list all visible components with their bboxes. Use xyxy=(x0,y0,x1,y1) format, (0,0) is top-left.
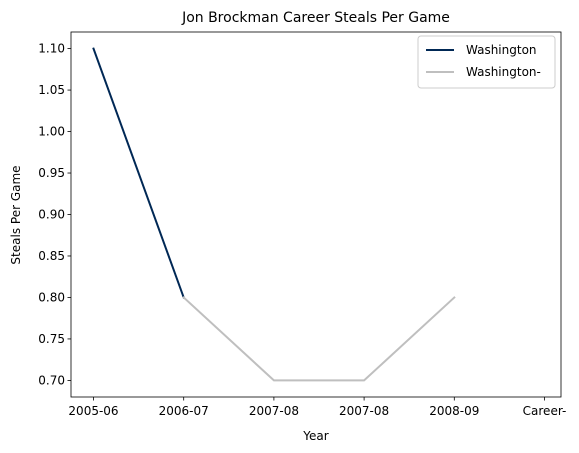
series-line-2 xyxy=(182,296,456,382)
series-line-1 xyxy=(92,47,185,299)
y-tick-label: 0.85 xyxy=(38,249,65,263)
y-tick-label: 1.10 xyxy=(38,42,65,56)
legend-label-2: Washington- xyxy=(466,65,541,79)
x-tick-label: 2008-09 xyxy=(429,404,479,418)
y-tick-label: 0.90 xyxy=(38,208,65,222)
x-tick-label: 2005-06 xyxy=(68,404,118,418)
legend: Washington Washington- xyxy=(417,35,556,89)
y-tick-label: 0.80 xyxy=(38,290,65,304)
x-axis-title: Year xyxy=(302,429,328,443)
y-tick-label: 1.00 xyxy=(38,125,65,139)
y-tick-label: 0.95 xyxy=(38,166,65,180)
x-tick-label: 2006-07 xyxy=(159,404,209,418)
chart-title: Jon Brockman Career Steals Per Game xyxy=(181,10,450,26)
y-tick-label: 0.70 xyxy=(38,373,65,387)
x-tick-label: 2007-08 xyxy=(249,404,299,418)
x-tick-label: 2007-08 xyxy=(339,404,389,418)
axes: 0.70 0.75 0.80 0.85 0.90 0.95 1.00 1.05 1.10 2005… xyxy=(38,31,567,418)
y-tick-label: 0.75 xyxy=(38,332,65,346)
y-axis-title: Steals Per Game xyxy=(9,165,23,264)
y-tick-label: 1.05 xyxy=(38,83,65,97)
legend-label-1: Washington xyxy=(466,43,537,57)
x-tick-label: Career- xyxy=(523,404,567,418)
